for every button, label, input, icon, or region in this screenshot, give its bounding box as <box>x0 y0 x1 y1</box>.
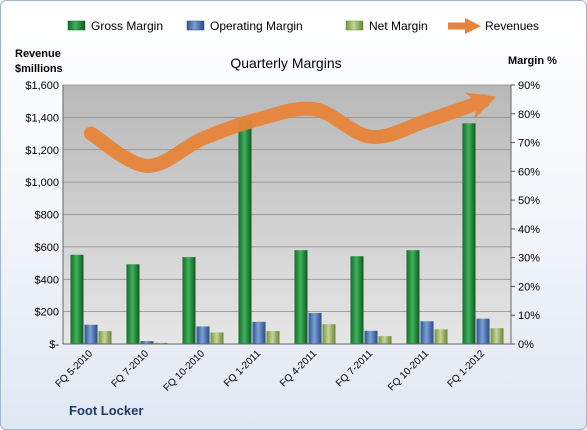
gross-margin-bar <box>294 250 308 344</box>
gross-margin-bar <box>238 119 252 345</box>
category-label: FQ 10-2011 <box>386 348 431 393</box>
right-tick-label: 30% <box>518 253 540 265</box>
legend-arrow-icon <box>465 18 481 34</box>
legend-label-revenues: Revenues <box>485 19 539 33</box>
right-tick-label: 80% <box>518 109 540 121</box>
left-tick-label: $1,000 <box>25 177 59 189</box>
operating-margin-bar <box>308 312 322 344</box>
left-tick-label: $1,400 <box>25 112 59 124</box>
category-label: FQ 7-2011 <box>334 348 375 389</box>
left-tick-label: $- <box>49 339 59 351</box>
gross-margin-bar <box>406 250 420 344</box>
left-tick-label: $1,200 <box>25 145 59 157</box>
gross-margin-bar <box>126 264 140 344</box>
operating-margin-bar <box>140 341 154 344</box>
chart-title: Quarterly Margins <box>230 55 341 71</box>
category-label: FQ 1-2012 <box>446 348 488 390</box>
revenue-line <box>84 92 497 173</box>
left-tick-label: $600 <box>35 242 59 254</box>
category-label: FQ 7-2010 <box>110 348 152 390</box>
net-margin-bar <box>210 332 224 344</box>
right-tick-label: 60% <box>518 166 540 178</box>
operating-margin-bar <box>196 326 210 344</box>
category-label: FQ 1-2011 <box>222 348 263 389</box>
left-axis-label-line2: $millions <box>15 63 63 75</box>
bars <box>70 119 504 345</box>
gross-margin-bar <box>462 123 476 344</box>
category-label: FQ 5-2010 <box>54 348 96 390</box>
operating-margin-bar <box>420 321 434 344</box>
left-tick-label: $400 <box>35 274 59 286</box>
category-label: FQ 10-2010 <box>162 348 208 394</box>
company-label: Foot Locker <box>69 403 143 418</box>
legend: Gross Margin Operating Margin Net Margin… <box>67 18 539 34</box>
right-tick-label: 10% <box>518 310 540 322</box>
operating-margin-bar <box>252 321 266 344</box>
right-tick-label: 90% <box>518 80 540 92</box>
legend-swatch-gross-margin <box>67 20 86 31</box>
net-margin-bar <box>154 342 168 344</box>
gross-margin-bar <box>182 257 196 344</box>
left-tick-label: $1,600 <box>25 80 59 92</box>
legend-swatch-operating-margin <box>186 20 205 31</box>
right-tick-label: 0% <box>518 339 534 351</box>
left-tick-label: $800 <box>35 210 59 222</box>
category-label: FQ 4-2011 <box>278 348 319 389</box>
net-margin-bar <box>434 329 448 344</box>
gross-margin-bar <box>350 256 364 344</box>
legend-swatch-net-margin <box>345 20 364 31</box>
net-margin-bar <box>322 324 336 344</box>
net-margin-bar <box>378 336 392 344</box>
operating-margin-bar <box>84 324 98 344</box>
right-axis-label: Margin % <box>508 55 557 67</box>
operating-margin-bar <box>364 330 378 344</box>
net-margin-bar <box>490 328 504 344</box>
legend-label-gross-margin: Gross Margin <box>91 19 163 33</box>
gross-margin-bar <box>70 254 84 344</box>
left-axis-label-line1: Revenue <box>15 48 61 60</box>
revenue-line-path <box>84 92 497 173</box>
legend-label-operating-margin: Operating Margin <box>210 19 303 33</box>
right-tick-label: 40% <box>518 224 540 236</box>
right-tick-label: 70% <box>518 138 540 150</box>
left-tick-label: $200 <box>35 307 59 319</box>
legend-label-net-margin: Net Margin <box>369 19 428 33</box>
net-margin-bar <box>266 331 280 344</box>
net-margin-bar <box>98 331 112 344</box>
right-tick-label: 50% <box>518 195 540 207</box>
right-tick-label: 20% <box>518 281 540 293</box>
operating-margin-bar <box>476 318 490 344</box>
